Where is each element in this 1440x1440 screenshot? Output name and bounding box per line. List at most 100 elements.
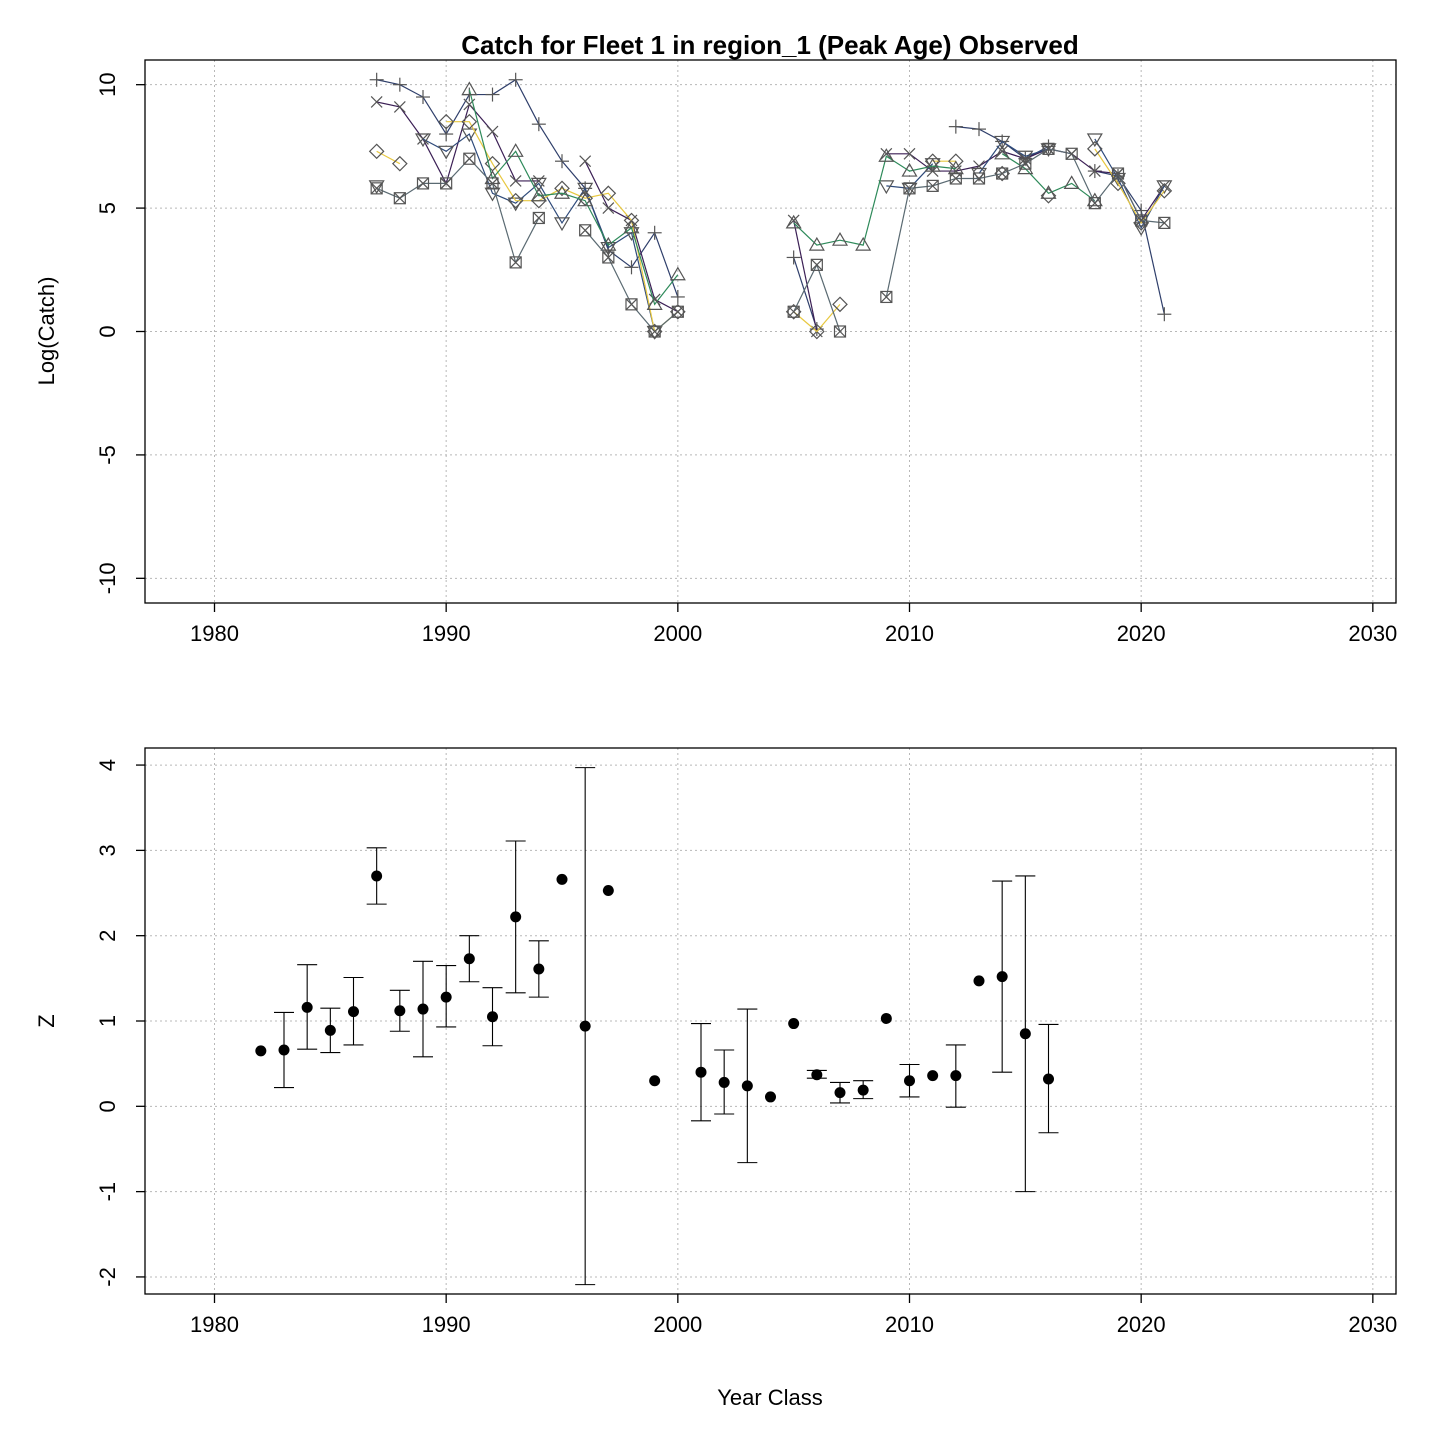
data-point [555,154,569,169]
data-point [878,148,895,162]
z-marker [324,1024,336,1036]
z-marker [602,884,614,896]
z-marker [996,971,1008,983]
x-axis-label-year-class: Year Class [717,1385,823,1410]
series-line [468,89,679,306]
z-marker [904,1075,915,1087]
data-point [369,72,384,87]
data-point [393,100,406,113]
z-point [602,884,614,896]
z-point [297,964,318,1050]
x-tick-label: 2030 [1348,1312,1397,1337]
z-marker [1043,1073,1054,1085]
series-triangle-down [368,128,1173,340]
data-point [461,113,478,130]
data-point [994,145,1011,160]
z-marker [463,953,475,965]
z-point [973,975,985,987]
data-point [880,147,893,160]
z-point [737,1008,758,1164]
data-point [671,305,684,318]
z-point [788,1018,800,1030]
z-point [459,935,480,983]
data-point [602,202,615,215]
y-tick-label: 0 [95,325,120,337]
data-point [416,177,430,190]
z-marker [857,1084,869,1096]
z-marker [765,1091,776,1103]
data-point [438,113,455,130]
data-point [972,172,986,185]
data-point [901,162,918,177]
x-tick-label: 2000 [653,621,702,646]
data-point [579,155,592,168]
z-marker [718,1076,730,1088]
z-point [899,1063,920,1098]
z-marker [371,870,383,882]
z-marker [741,1080,753,1092]
z-point [505,840,526,994]
z-point [389,989,410,1032]
data-point [531,117,546,132]
series-cross [369,72,1172,337]
grid-lines [145,60,1396,603]
data-point [463,98,476,111]
z-point [556,873,568,885]
data-point [532,211,545,225]
y-axis-label-z: Z [34,1014,59,1027]
series-line [793,263,841,332]
z-point [482,987,503,1047]
series-line [446,121,679,333]
data-point [926,179,939,192]
data-point [463,152,476,165]
data-point [647,225,662,240]
z-marker [811,1069,823,1081]
data-point [600,185,617,202]
z-marker [348,1006,359,1018]
data-point [577,192,594,207]
z-marker [510,911,522,923]
z-marker [834,1087,846,1099]
data-point [579,224,592,237]
x-tick-label: 1990 [422,621,471,646]
series-line [376,78,679,298]
x-axis: 1980 1990 2000 2010 2020 2030 [190,603,1397,646]
x-tick-label: 1980 [190,1312,239,1337]
data-point [553,217,571,232]
z-point [691,1023,711,1122]
series-line [376,101,539,186]
y-axis: -10 -5 0 5 10 [95,72,145,594]
z-marker [695,1066,707,1078]
x-tick-label: 2000 [653,1312,702,1337]
y-tick-label: 3 [95,844,120,856]
series-line [1094,148,1165,224]
data-point [903,182,916,195]
data-point [1041,139,1056,154]
y-axis: -2 -1 0 1 2 3 4 [95,759,145,1287]
grid-lines [145,748,1396,1294]
data-point [996,167,1009,180]
series-x [370,96,1171,338]
catch-panel: Catch for Fleet 1 in region_1 (Peak Age)… [34,30,1397,646]
data-point [438,145,455,160]
z-point [649,1075,661,1087]
data-point [461,81,478,96]
data-point [1017,150,1034,165]
z-point [830,1081,850,1104]
z-point [992,880,1013,1073]
x-tick-label: 2010 [885,1312,934,1337]
data-point [903,147,916,160]
data-point [416,90,430,105]
z-marker [417,1003,429,1015]
data-point [1157,307,1172,322]
z-point [255,1045,267,1057]
y-axis-label-log-catch: Log(Catch) [34,277,59,386]
y-tick-label: 0 [95,1100,120,1112]
x-tick-label: 1990 [422,1312,471,1337]
series-line [793,303,841,333]
data-point [787,305,800,318]
x-axis: 1980 1990 2000 2010 2020 2030 [190,1294,1397,1337]
data-point [553,185,571,199]
data-point [440,177,453,190]
data-point [996,145,1009,158]
